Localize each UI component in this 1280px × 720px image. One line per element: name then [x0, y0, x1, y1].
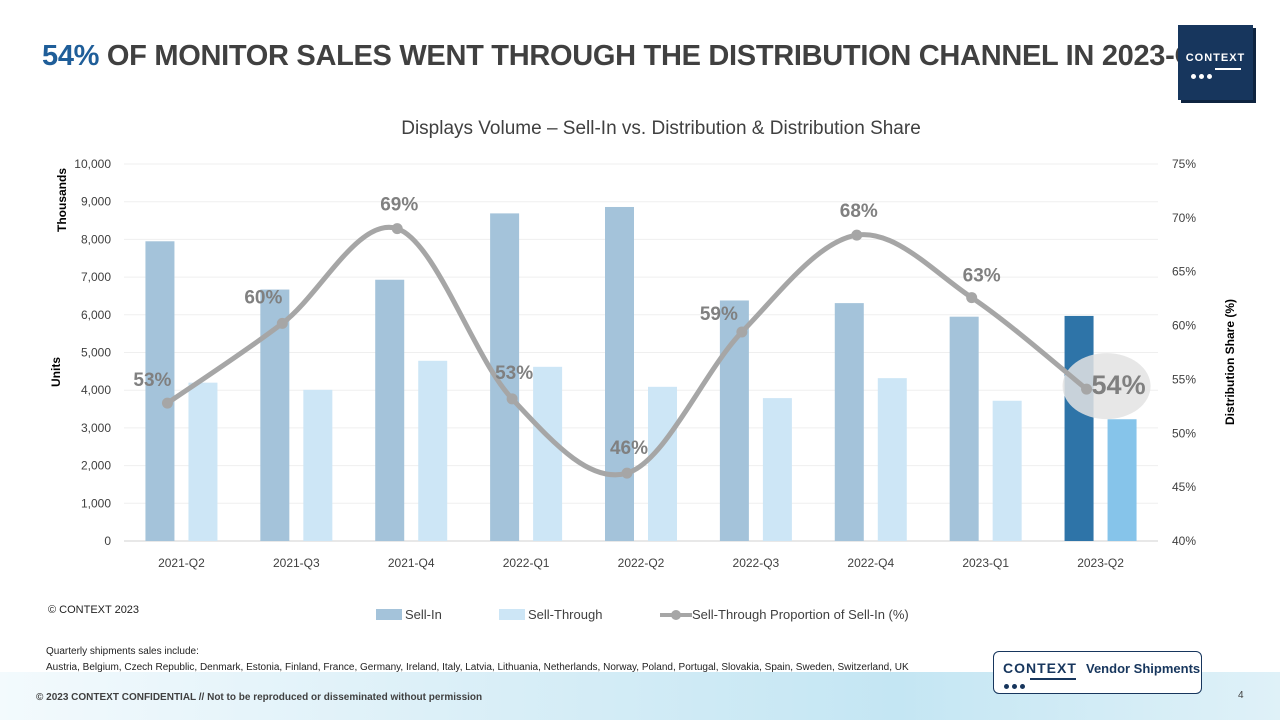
- badge-dots-icon: [1004, 676, 1028, 694]
- x-tick-label: 2022-Q4: [847, 556, 894, 570]
- line-point: [1081, 383, 1093, 395]
- title-text: OF MONITOR SALES WENT THROUGH THE DISTRI…: [99, 40, 1213, 72]
- y-tick-label: 9,000: [81, 195, 111, 209]
- y-tick-label: 10,000: [74, 157, 111, 171]
- legend-swatch-sell-in: [376, 609, 402, 620]
- point-label: 69%: [380, 195, 418, 216]
- y-tick-label: 3,000: [81, 421, 111, 435]
- bar-sell-through: [648, 386, 677, 541]
- page-title: 54% OF MONITOR SALES WENT THROUGH THE DI…: [42, 40, 1213, 73]
- x-tick-label: 2023-Q1: [962, 556, 1009, 570]
- bar-sell-in: [605, 206, 634, 541]
- y-axis-unit: Thousands: [55, 168, 69, 232]
- point-label: 53%: [133, 370, 171, 391]
- vendor-shipments-badge: CONTEXT Vendor Shipments: [993, 651, 1202, 694]
- bar-sell-through: [877, 378, 907, 541]
- y2-tick-label: 75%: [1172, 157, 1196, 171]
- y-tick-label: 0: [104, 534, 111, 548]
- bar-sell-through: [1107, 419, 1137, 541]
- line-point: [506, 393, 518, 405]
- line-point: [276, 317, 288, 329]
- y-tick-label: 2,000: [81, 459, 111, 473]
- x-tick-label: 2021-Q2: [158, 556, 205, 570]
- logo-dots-icon: [1191, 66, 1215, 84]
- point-label: 46%: [610, 438, 648, 459]
- point-label: 53%: [495, 363, 533, 384]
- bar-sell-in: [145, 241, 175, 541]
- legend-label-share: Sell-Through Proportion of Sell-In (%): [692, 607, 909, 622]
- y2-tick-label: 70%: [1172, 211, 1196, 225]
- line-point: [851, 229, 863, 241]
- logo-word: CONTEXT: [1185, 52, 1246, 64]
- bar-sell-through: [992, 400, 1022, 541]
- point-label: 59%: [700, 304, 738, 325]
- confidential-footer: © 2023 CONTEXT CONFIDENTIAL // Not to be…: [36, 692, 483, 703]
- y2-tick-label: 45%: [1172, 480, 1196, 494]
- logo-bar: [1215, 68, 1241, 70]
- x-tick-label: 2022-Q3: [733, 556, 780, 570]
- note-countries: Austria, Belgium, Czech Republic, Denmar…: [46, 662, 909, 673]
- legend-swatch-sell-through: [499, 609, 525, 620]
- bar-sell-through: [762, 398, 792, 541]
- bar-sell-in: [834, 303, 864, 541]
- y2-tick-label: 65%: [1172, 265, 1196, 279]
- line-point: [391, 223, 403, 235]
- legend-marker-share: [671, 610, 681, 620]
- bar-sell-in: [375, 279, 405, 541]
- y-axis-label: Units: [49, 357, 63, 387]
- bar-sell-in: [949, 316, 979, 541]
- y-tick-label: 1,000: [81, 496, 111, 510]
- bar-sell-in: [1064, 315, 1094, 541]
- note-title: Quarterly shipments sales include:: [46, 646, 199, 657]
- y2-axis-label: Distribution Share (%): [1223, 299, 1237, 425]
- point-label: 68%: [840, 201, 878, 222]
- title-highlight: 54%: [42, 40, 100, 72]
- page-number: 4: [1238, 690, 1244, 701]
- y-tick-label: 8,000: [81, 232, 111, 246]
- bar-sell-through: [533, 366, 563, 541]
- y-tick-label: 4,000: [81, 383, 111, 397]
- copyright: © CONTEXT 2023: [48, 604, 140, 616]
- y2-tick-label: 55%: [1172, 372, 1196, 386]
- badge-brand: CONTEXT: [1003, 660, 1077, 676]
- legend-label-sell-in: Sell-In: [405, 607, 442, 622]
- chart-title: Displays Volume – Sell-In vs. Distributi…: [401, 118, 921, 139]
- bar-sell-through: [188, 382, 218, 541]
- y2-tick-label: 40%: [1172, 534, 1196, 548]
- chart: Displays Volume – Sell-In vs. Distributi…: [49, 118, 1237, 622]
- x-tick-label: 2021-Q3: [273, 556, 320, 570]
- context-logo: CONTEXT: [1178, 25, 1253, 100]
- y2-tick-label: 60%: [1172, 319, 1196, 333]
- x-tick-label: 2022-Q2: [618, 556, 665, 570]
- x-tick-label: 2023-Q2: [1077, 556, 1124, 570]
- legend-label-sell-through: Sell-Through: [528, 607, 602, 622]
- y-tick-label: 7,000: [81, 270, 111, 284]
- badge-label: Vendor Shipments: [1086, 661, 1201, 676]
- y-tick-label: 6,000: [81, 308, 111, 322]
- bar-sell-through: [418, 360, 448, 541]
- y2-tick-label: 50%: [1172, 426, 1196, 440]
- shipments-note: Quarterly shipments sales include: Austr…: [46, 644, 909, 676]
- point-label: 63%: [963, 266, 1001, 287]
- point-label: 60%: [244, 287, 282, 308]
- point-label: 54%: [1092, 370, 1146, 400]
- highlight-ellipse: [1062, 353, 1151, 420]
- x-tick-label: 2021-Q4: [388, 556, 435, 570]
- x-tick-label: 2022-Q1: [503, 556, 550, 570]
- line-point: [736, 326, 748, 338]
- y-tick-label: 5,000: [81, 346, 111, 360]
- badge-bar: [1030, 678, 1076, 680]
- line-point: [621, 467, 633, 479]
- line-point: [161, 397, 173, 409]
- bar-sell-through: [303, 389, 333, 541]
- line-point: [966, 292, 978, 304]
